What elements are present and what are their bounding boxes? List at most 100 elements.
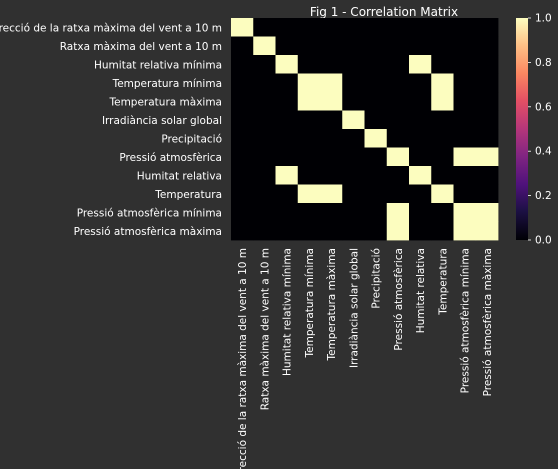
heatmap-cell <box>275 73 299 93</box>
heatmap-cell <box>253 18 276 37</box>
colorbar <box>516 18 528 240</box>
heatmap-cell <box>409 18 432 37</box>
heatmap-cell <box>453 73 477 93</box>
heatmap-cell <box>431 221 454 241</box>
heatmap-cell <box>275 18 299 37</box>
heatmap-cell <box>253 221 276 241</box>
heatmap-cell <box>297 36 321 56</box>
heatmap-cell <box>275 55 299 74</box>
heatmap-cell <box>342 36 365 56</box>
colorbar-tick-label: 0.8 <box>535 57 552 69</box>
y-axis-tick-labels: Direcció de la ratxa màxima del vent a 1… <box>0 22 222 238</box>
y-tick-label: Temperatura màxima <box>108 96 222 108</box>
heatmap-cell <box>253 55 276 74</box>
heatmap-cell <box>342 221 365 241</box>
heatmap-cell <box>320 55 343 74</box>
x-tick-label: Humitat relativa <box>415 248 427 333</box>
heatmap-cell <box>253 184 276 204</box>
heatmap-cell <box>475 110 499 130</box>
x-tick-label: Precipitació <box>371 248 383 309</box>
heatmap-cell <box>275 166 299 185</box>
heatmap-cell <box>475 18 499 37</box>
heatmap-cell <box>342 129 365 148</box>
heatmap-cell <box>231 92 254 111</box>
heatmap-cell <box>231 166 254 185</box>
heatmap-cell <box>475 203 499 222</box>
heatmap-cell <box>320 166 343 185</box>
y-tick-label: Pressió atmosfèrica <box>119 152 222 164</box>
y-tick-label: Precipitació <box>161 133 222 145</box>
heatmap-cell <box>431 73 454 93</box>
heatmap-cell <box>275 147 299 167</box>
heatmap-cell <box>297 147 321 167</box>
heatmap-cell <box>409 221 432 241</box>
heatmap-cell <box>253 36 276 56</box>
colorbar-tick-label: 0.4 <box>535 146 552 158</box>
heatmap-cell <box>253 129 276 148</box>
heatmap-cell <box>364 166 388 185</box>
heatmap-cell <box>364 18 388 37</box>
heatmap-cell <box>475 221 499 241</box>
heatmap-cell <box>409 110 432 130</box>
heatmap-cell <box>431 36 454 56</box>
heatmap-cell <box>386 184 410 204</box>
y-tick-label: Temperatura <box>154 189 222 201</box>
heatmap-cell <box>231 147 254 167</box>
y-tick-label: Humitat relativa <box>137 170 222 182</box>
heatmap-cell <box>297 92 321 111</box>
heatmap-cell <box>275 92 299 111</box>
x-tick-label: Temperatura <box>437 248 449 316</box>
heatmap-cell <box>297 55 321 74</box>
heatmap-cell <box>386 18 410 37</box>
heatmap-cell <box>275 36 299 56</box>
heatmap-cell <box>320 18 343 37</box>
heatmap-cell <box>475 129 499 148</box>
heatmap-cell <box>231 36 254 56</box>
x-tick-label: Irradiància solar global <box>348 248 360 368</box>
heatmap-cell <box>364 36 388 56</box>
heatmap-cell <box>453 221 477 241</box>
heatmap-cell <box>431 92 454 111</box>
x-tick-label: Temperatura mínima <box>304 248 316 358</box>
chart-title: Fig 1 - Correlation Matrix <box>310 5 458 19</box>
x-tick-label: Direcció de la ratxa màxima del vent a 1… <box>237 248 249 469</box>
heatmap-cell <box>320 129 343 148</box>
heatmap-cell <box>409 203 432 222</box>
heatmap-cell <box>386 147 410 167</box>
x-tick-label: Humitat relativa mínima <box>282 248 294 376</box>
heatmap-cell <box>386 203 410 222</box>
heatmap-cells <box>231 18 499 241</box>
heatmap-cell <box>297 203 321 222</box>
heatmap-cell <box>231 18 254 37</box>
heatmap-cell <box>475 92 499 111</box>
heatmap-cell <box>453 36 477 56</box>
heatmap-cell <box>364 55 388 74</box>
heatmap-cell <box>297 166 321 185</box>
heatmap-cell <box>364 73 388 93</box>
heatmap-cell <box>342 110 365 130</box>
y-tick-label: Pressió atmosfèrica mínima <box>77 207 222 219</box>
heatmap-cell <box>320 92 343 111</box>
y-tick-label: Ratxa màxima del vent a 10 m <box>60 41 222 53</box>
x-axis-tick-labels: Direcció de la ratxa màxima del vent a 1… <box>237 248 494 469</box>
heatmap-cell <box>364 92 388 111</box>
heatmap-cell <box>253 203 276 222</box>
heatmap-cell <box>275 221 299 241</box>
heatmap-cell <box>409 147 432 167</box>
heatmap-cell <box>453 147 477 167</box>
heatmap-cell <box>342 203 365 222</box>
heatmap-cell <box>342 92 365 111</box>
heatmap-cell <box>386 92 410 111</box>
heatmap-cell <box>453 110 477 130</box>
heatmap-cell <box>475 73 499 93</box>
heatmap-cell <box>275 203 299 222</box>
heatmap-cell <box>386 36 410 56</box>
heatmap-cell <box>253 73 276 93</box>
heatmap-cell <box>431 18 454 37</box>
heatmap-cell <box>431 166 454 185</box>
y-tick-label: Direcció de la ratxa màxima del vent a 1… <box>0 22 222 34</box>
heatmap-cell <box>320 147 343 167</box>
heatmap-cell <box>297 221 321 241</box>
heatmap-cell <box>320 110 343 130</box>
heatmap-cell <box>409 92 432 111</box>
